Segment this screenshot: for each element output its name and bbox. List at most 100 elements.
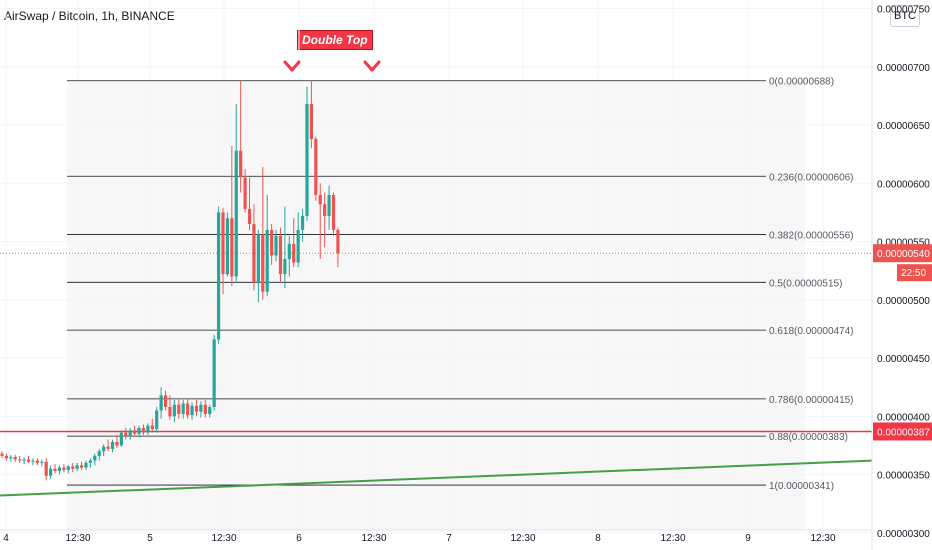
candle-body [239, 150, 243, 178]
price-axis-tick-label: 0.00000750 [877, 4, 930, 15]
candle-body [314, 139, 318, 195]
candle-body [31, 460, 35, 462]
candle-body [194, 405, 199, 412]
candle-body [115, 441, 119, 446]
candle-body [26, 459, 31, 462]
time-axis-tick-label: 7 [446, 533, 452, 544]
candle-body [141, 427, 146, 433]
candle-body [177, 404, 181, 414]
time-axis-tick-label: 4 [3, 533, 9, 544]
candle-body [327, 194, 331, 216]
candle-body [278, 235, 283, 275]
candle-body [57, 467, 62, 472]
price-axis-tick-label: 0.00000400 [877, 412, 930, 423]
fib-zone-shading [67, 80, 805, 530]
candle-body [9, 457, 13, 459]
fib-level-label: 0.382(0.00000556) [769, 231, 854, 242]
candle-body [18, 459, 22, 461]
candle-body [305, 104, 309, 216]
price-axis-tick-label: 0.00000450 [877, 354, 930, 365]
time-axis-tick-label: 12:30 [361, 533, 386, 544]
candle-body [79, 465, 84, 468]
fib-level-label: 1(0.00000341) [769, 481, 834, 492]
price-axis-tick-label: 0.00000650 [877, 121, 930, 132]
candle-body [22, 459, 26, 461]
candle-body [190, 405, 194, 416]
fib-level-label: 0.236(0.00000606) [769, 172, 854, 183]
time-axis-tick-label: 12:30 [660, 533, 685, 544]
candle-body [84, 462, 88, 468]
candle-body [300, 215, 305, 230]
time-axis-tick-label: 9 [745, 533, 751, 544]
candle-body [163, 395, 168, 407]
candle-body [128, 430, 132, 437]
last-price-value: 0.00000540 [877, 249, 930, 260]
candle-body [75, 465, 79, 469]
price-axis-tick-label: 0.00000500 [877, 296, 930, 307]
candle-body [155, 410, 159, 430]
candle-body [309, 104, 313, 139]
candle-body [261, 234, 265, 292]
candle-body [137, 427, 141, 434]
currency-badge[interactable]: BTC [890, 5, 920, 27]
candle-body [88, 460, 92, 463]
price-axis-tick-label: 0.00000600 [877, 179, 930, 190]
candle-body [40, 461, 44, 463]
price-axis-tick-label: 0.00000550 [877, 238, 930, 249]
price-axis-tick-label: 0.00000350 [877, 471, 930, 482]
candle-body [274, 235, 278, 256]
price-axis-tick-label: 0.00000700 [877, 63, 930, 74]
support-price-value: 0.00000387 [877, 427, 930, 438]
candle-body [296, 229, 300, 263]
chart-title: AirSwap / Bitcoin, 1h, BINANCE [4, 9, 175, 23]
candle-body [110, 441, 115, 449]
candle-body [119, 432, 123, 446]
candle-body [199, 404, 203, 412]
candle-body [186, 403, 190, 416]
candle-body [221, 212, 225, 275]
candle-body [150, 425, 154, 430]
candle-body [247, 208, 252, 225]
time-axis-tick-label: 8 [595, 533, 601, 544]
fib-level-label: 0.618(0.00000474) [769, 326, 854, 337]
candle-body [270, 229, 274, 256]
candle-body [323, 204, 327, 216]
time-axis-tick-label: 12:30 [211, 533, 236, 544]
candle-body [318, 194, 322, 205]
time-axis-tick-label: 6 [296, 533, 302, 544]
candle-body [208, 407, 212, 414]
price-axis-tick-label: 0.00000300 [877, 529, 930, 540]
candle-body [331, 194, 336, 230]
ascending-trendline [0, 459, 873, 497]
candle-body [265, 229, 269, 292]
candle-body [53, 468, 57, 472]
double-top-marker-icon [283, 60, 301, 72]
candle-body [203, 404, 207, 414]
candle-body [234, 150, 238, 277]
candle-body [97, 451, 101, 456]
candle-body [252, 224, 256, 283]
candle-body [287, 243, 291, 260]
candle-body [102, 446, 106, 452]
candle-body [230, 218, 234, 277]
countdown-value: 22:50 [901, 268, 926, 279]
candle-body [66, 466, 70, 470]
candle-body [44, 461, 48, 476]
candle-body [13, 457, 17, 460]
double-top-label: Double Top [297, 30, 373, 50]
candle-body [35, 460, 39, 463]
time-axis-tick-label: 12:30 [65, 533, 90, 544]
candle-body [225, 218, 230, 275]
candle-body [133, 430, 137, 434]
candle-body [49, 468, 53, 476]
candle-body [292, 243, 296, 263]
candle-body [216, 212, 221, 340]
candle-body [0, 453, 4, 456]
fib-level-label: 0.88(0.00000383) [769, 432, 848, 443]
fib-level-label: 0.786(0.00000415) [769, 395, 854, 406]
candle-body [283, 259, 287, 275]
candle-body [4, 455, 9, 459]
candle-body [106, 446, 110, 449]
candle-body [212, 339, 216, 407]
